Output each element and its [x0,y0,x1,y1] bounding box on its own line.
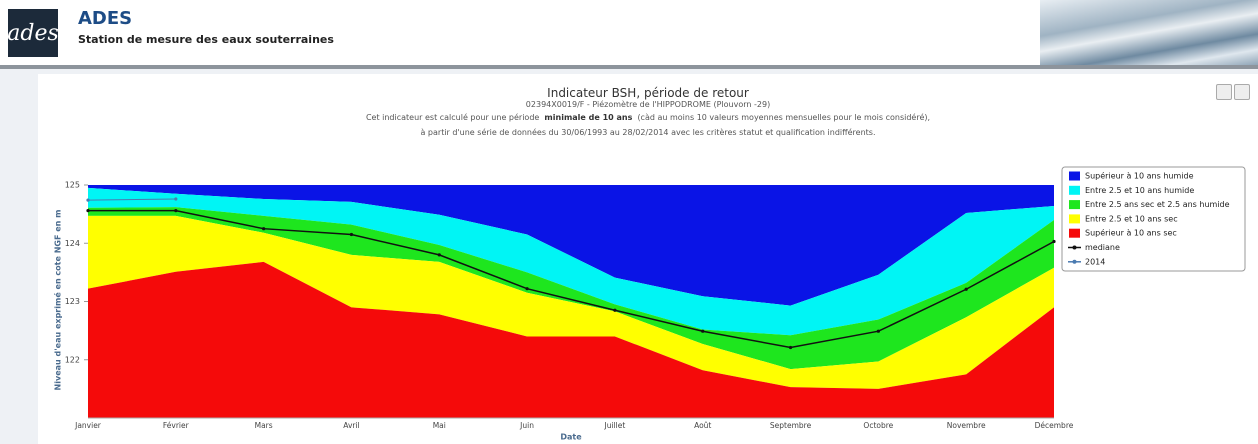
legend-label: 2014 [1085,257,1105,266]
app-subtitle: Station de mesure des eaux souterraines [78,33,334,46]
x-tick-label: Février [163,421,190,430]
print-button[interactable] [1216,84,1232,100]
legend-label: Supérieur à 10 ans humide [1085,171,1194,181]
area-band [88,215,1054,389]
y-axis-label: Niveau d'eau exprimé en cote NGF en m [53,210,63,391]
legend-swatch [1069,185,1080,195]
x-tick-label: Mai [433,421,446,430]
chart-subtitle: 02394X0019/F - Piézomètre de l'HIPPODROM… [525,100,771,109]
line [88,209,1055,349]
header-image [1040,0,1258,65]
point [349,232,354,237]
chart-title: Indicateur BSH, période de retour [547,86,749,100]
x-tick-label: Octobre [863,421,893,430]
x-tick-label: Septembre [770,421,812,430]
text: Cet indicateur est calculé pour une péri… [365,113,540,122]
area-band [88,185,1054,306]
point [613,308,617,312]
header-rule [0,65,1258,69]
point [964,287,968,291]
point [262,227,266,231]
download-button[interactable] [1234,84,1250,100]
legend-label: mediane [1085,243,1120,252]
description-line: à partir d'une série de données du 30/06… [420,128,876,137]
point [86,209,90,213]
legend: Supérieur à 10 ans humide Entre 2.5 et 10… [1061,166,1246,272]
point [525,287,529,291]
area-band [88,187,1054,336]
x-tick-label: Août [694,421,711,430]
plot-area [86,185,1056,418]
x-axis-label: Date [560,433,582,442]
y-tick-label: 124 [65,239,80,248]
point [1052,239,1056,244]
legend-swatch [1069,214,1080,224]
logo: ades [7,9,59,57]
text-bold: minimale de 10 ans [544,113,633,122]
description-line: Cet indicateur est calculé pour une péri… [38,113,1258,122]
point [437,253,441,257]
legend-swatch [1069,171,1080,181]
y-tick-label: 123 [65,297,80,306]
x-tick-label: Décembre [1035,421,1074,430]
y-tick-label: 125 [65,181,80,190]
point [701,329,705,333]
area-band [88,207,1054,370]
legend-point [1072,245,1077,250]
app-title: ADES [78,8,133,29]
x-tick-label: Janvier [74,421,102,430]
point [174,209,178,213]
point [174,197,178,201]
x-tick-label: Mars [255,421,273,430]
legend-box [1061,166,1246,272]
x-tick-label: Juin [519,421,534,430]
x-tick-label: Juillet [604,421,626,430]
point [876,329,880,333]
legend-label: Entre 2.5 et 10 ans humide [1085,186,1194,195]
text: (càd au moins 10 valeurs moyennes mensue… [637,113,931,122]
x-tick-label: Avril [343,421,359,430]
area-band [88,261,1054,418]
legend-label: Entre 2.5 ans sec et 2.5 ans humide [1085,200,1230,209]
line [87,198,176,201]
legend-point [1072,259,1077,264]
legend-label: Entre 2.5 et 10 ans sec [1085,214,1178,223]
point [86,198,90,202]
y-tick-label: 122 [65,355,80,364]
legend-swatch [1069,200,1080,210]
x-tick-label: Novembre [947,421,986,430]
legend-label: Supérieur à 10 ans sec [1085,228,1177,238]
legend-swatch [1069,228,1080,238]
point [788,345,793,350]
